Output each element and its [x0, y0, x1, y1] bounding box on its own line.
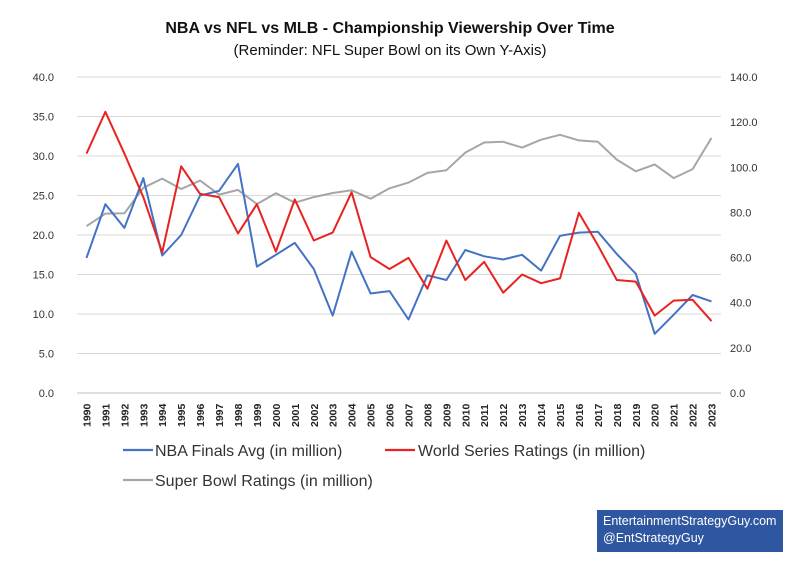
legend-label-nba: NBA Finals Avg (in million) — [155, 443, 342, 460]
x-tick-label: 2007 — [403, 403, 415, 427]
x-tick-label: 2020 — [650, 403, 662, 427]
right-tick-label: 80.0 — [730, 207, 751, 219]
x-tick-label: 2002 — [309, 403, 321, 427]
series-line-mlb — [85, 110, 713, 322]
right-tick-label: 60.0 — [730, 253, 751, 265]
series-lines — [85, 110, 713, 335]
legend-label-nfl: Super Bowl Ratings (in million) — [155, 473, 373, 490]
right-tick-label: 140.0 — [730, 72, 758, 84]
x-tick-label: 1994 — [157, 403, 169, 427]
credit-website: EntertainmentStrategyGuy.com — [603, 514, 777, 528]
x-tick-label: 2013 — [517, 403, 529, 427]
x-tick-label: 2022 — [688, 403, 700, 427]
legend-label-mlb: World Series Ratings (in million) — [418, 443, 645, 460]
x-tick-label: 2010 — [460, 403, 472, 427]
x-tick-label: 2005 — [366, 403, 378, 427]
x-tick-label: 1995 — [176, 403, 188, 427]
x-tick-label: 2012 — [498, 403, 510, 427]
gridlines — [77, 76, 721, 394]
legend: NBA Finals Avg (in million) World Series… — [123, 443, 645, 490]
chart-subtitle: (Reminder: NFL Super Bowl on its Own Y-A… — [234, 42, 547, 59]
left-tick-label: 20.0 — [33, 230, 54, 242]
x-tick-label: 1992 — [119, 403, 131, 427]
x-tick-label: 1990 — [81, 403, 93, 427]
x-tick-label: 2021 — [669, 403, 681, 427]
credit-box: EntertainmentStrategyGuy.com @EntStrateg… — [597, 510, 783, 552]
x-tick-label: 2017 — [593, 403, 605, 427]
left-tick-label: 5.0 — [39, 349, 54, 361]
x-tick-label: 2001 — [290, 403, 302, 427]
x-tick-label: 1999 — [252, 403, 264, 427]
x-tick-label: 1996 — [195, 403, 207, 427]
x-tick-label: 2009 — [441, 403, 453, 427]
right-tick-label: 100.0 — [730, 162, 758, 174]
left-axis-ticks: 0.0 5.0 10.0 15.0 20.0 25.0 30.0 35.0 40.0 — [33, 72, 54, 400]
x-tick-label: 2004 — [347, 403, 359, 427]
right-tick-label: 120.0 — [730, 117, 758, 129]
x-tick-label: 2014 — [536, 403, 548, 427]
x-tick-label: 2023 — [707, 403, 719, 427]
right-axis-ticks: 0.0 20.0 40.0 60.0 80.0 100.0 120.0 140.0 — [730, 72, 758, 400]
right-tick-label: 20.0 — [730, 343, 751, 355]
x-tick-label: 2016 — [574, 403, 586, 427]
x-tick-label: 1993 — [138, 403, 150, 427]
x-tick-label: 1997 — [214, 403, 226, 427]
x-tick-label: 2006 — [385, 403, 397, 427]
chart-title: NBA vs NFL vs MLB - Championship Viewers… — [165, 20, 614, 37]
x-tick-label: 2018 — [612, 403, 624, 427]
x-tick-label: 1998 — [233, 403, 245, 427]
x-tick-label: 2019 — [631, 403, 643, 427]
credit-handle: @EntStrategyGuy — [603, 531, 704, 545]
series-line-nfl — [85, 133, 713, 228]
x-axis-ticks: 1990 1991 1992 1993 1994 1995 1996 1997 1998 1999… — [81, 403, 718, 427]
x-tick-label: 2011 — [479, 404, 491, 427]
series-line-nba — [85, 162, 712, 335]
left-tick-label: 15.0 — [33, 270, 54, 282]
x-tick-label: 2003 — [328, 403, 340, 427]
x-tick-label: 2000 — [271, 403, 283, 427]
right-tick-label: 0.0 — [730, 388, 745, 400]
left-tick-label: 35.0 — [33, 112, 54, 124]
x-tick-label: 2008 — [422, 403, 434, 427]
x-tick-label: 1991 — [100, 403, 112, 427]
left-tick-label: 0.0 — [39, 388, 54, 400]
left-tick-label: 30.0 — [33, 151, 54, 163]
x-tick-label: 2015 — [555, 403, 567, 427]
left-tick-label: 40.0 — [33, 72, 54, 84]
right-tick-label: 40.0 — [730, 298, 751, 310]
left-tick-label: 10.0 — [33, 309, 54, 321]
left-tick-label: 25.0 — [33, 191, 54, 203]
